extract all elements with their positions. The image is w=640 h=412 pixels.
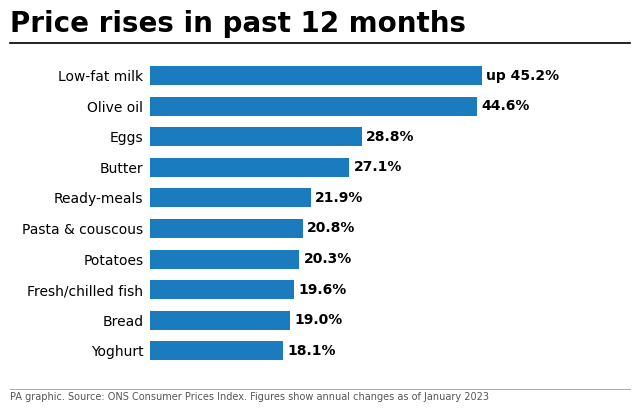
Bar bbox=[150, 280, 294, 299]
Bar bbox=[150, 188, 311, 207]
Text: 20.8%: 20.8% bbox=[307, 222, 356, 236]
Bar bbox=[150, 219, 303, 238]
Text: 20.3%: 20.3% bbox=[303, 252, 352, 266]
Bar bbox=[150, 127, 362, 146]
Text: 19.0%: 19.0% bbox=[294, 313, 342, 327]
Bar bbox=[150, 250, 300, 269]
Bar bbox=[150, 311, 290, 330]
Text: PA graphic. Source: ONS Consumer Prices Index. Figures show annual changes as of: PA graphic. Source: ONS Consumer Prices … bbox=[10, 392, 488, 402]
Bar bbox=[150, 66, 482, 85]
Text: 44.6%: 44.6% bbox=[482, 99, 530, 113]
Bar bbox=[150, 97, 477, 116]
Bar bbox=[150, 341, 283, 360]
Text: 27.1%: 27.1% bbox=[353, 160, 402, 174]
Text: 28.8%: 28.8% bbox=[366, 130, 415, 144]
Text: 18.1%: 18.1% bbox=[287, 344, 336, 358]
Text: 21.9%: 21.9% bbox=[316, 191, 364, 205]
Text: up 45.2%: up 45.2% bbox=[486, 69, 559, 83]
Bar bbox=[150, 158, 349, 177]
Text: Price rises in past 12 months: Price rises in past 12 months bbox=[10, 10, 466, 38]
Text: 19.6%: 19.6% bbox=[298, 283, 347, 297]
